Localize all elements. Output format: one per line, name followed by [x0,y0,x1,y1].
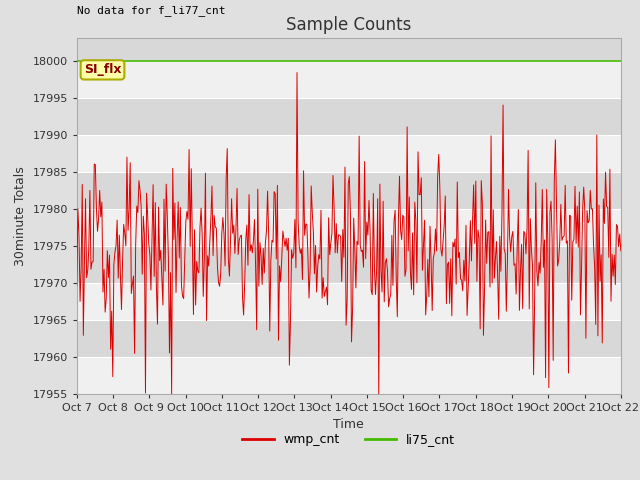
Bar [77,320,621,357]
Bar [77,209,621,246]
Bar [77,38,621,60]
Title: Sample Counts: Sample Counts [286,16,412,34]
Bar [77,172,621,209]
Bar [77,60,621,97]
Text: No data for f_li77_cnt: No data for f_li77_cnt [77,5,225,16]
Bar [77,283,621,320]
Bar [77,97,621,134]
Bar [77,246,621,283]
Y-axis label: 30minute Totals: 30minute Totals [14,166,27,266]
Text: SI_flx: SI_flx [84,63,121,76]
Bar [77,134,621,172]
Bar [77,357,621,394]
Legend: wmp_cnt, li75_cnt: wmp_cnt, li75_cnt [237,428,460,451]
X-axis label: Time: Time [333,418,364,431]
